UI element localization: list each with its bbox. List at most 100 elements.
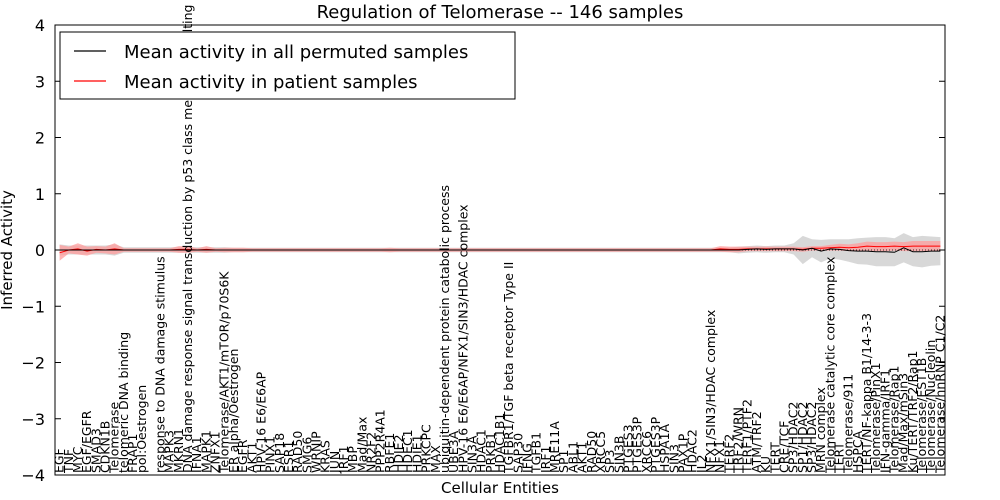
entity-label: SIN3 bbox=[666, 444, 681, 473]
entity-label: MAX bbox=[428, 445, 443, 473]
entity-label: Mad/Max bbox=[354, 417, 369, 473]
entity-label: pol:Oestrogen bbox=[134, 385, 149, 473]
entity-label: RBFE1 bbox=[382, 433, 397, 473]
entity-label: Telomerase/PinX1 bbox=[868, 362, 883, 474]
entity-label: HDEC1 bbox=[400, 429, 415, 473]
entity-label: IL2 bbox=[694, 454, 709, 473]
entity-label: SP3/HDAC2 bbox=[786, 402, 801, 473]
legend-label-permuted: Mean activity in all permuted samples bbox=[124, 42, 468, 63]
entity-label: Telomerase/EST1B bbox=[914, 358, 929, 474]
entity-label: Telomerase catalytic core complex bbox=[822, 257, 837, 474]
plot-frame bbox=[54, 24, 946, 476]
entity-label: HDAC1B1 bbox=[492, 413, 507, 473]
entity-label: XRCC6 bbox=[639, 431, 654, 473]
entity-label: ubiquitin-dependent protein catabolic pr… bbox=[437, 185, 452, 473]
entity-label: AKT1 bbox=[575, 442, 590, 473]
entity-label: SMAD3 bbox=[88, 428, 103, 473]
entity-label: PRKCPC bbox=[419, 424, 434, 473]
entity-label: IFNA1 bbox=[189, 436, 204, 473]
entity-label: SMG6 bbox=[299, 437, 314, 473]
chart-title: Regulation of Telomerase -- 146 samples bbox=[317, 2, 684, 23]
entity-label: DNA damage response signal transduction … bbox=[180, 0, 195, 473]
entity-label: TRF2/WRN bbox=[731, 407, 746, 474]
entity-label: SP3/HDAC2 bbox=[804, 402, 819, 473]
entity-label: HDAC2 bbox=[685, 429, 700, 473]
entity-label: ER alpha/Oestrogen bbox=[226, 349, 241, 473]
entity-label: HSPA1A bbox=[657, 423, 672, 473]
entity-label: HDIE2 bbox=[391, 434, 406, 473]
entity-label: TERF1/PTF2 bbox=[740, 399, 755, 474]
entity-label: SP1/HDAC2 bbox=[795, 402, 810, 473]
entity-label: IRF1 bbox=[538, 446, 553, 474]
entity-label: PRKB1 bbox=[483, 432, 498, 473]
y-axis-title: Inferred Activity bbox=[0, 190, 16, 310]
entity-label: NR2F2 bbox=[364, 432, 379, 473]
entity-label: MYC bbox=[70, 446, 85, 473]
entity-label: Mad/Max/mSin3 bbox=[896, 373, 911, 473]
entity-label: UBE3A bbox=[446, 430, 461, 473]
entity-label: IFNG bbox=[520, 443, 535, 473]
entity-label: ZNFX1 bbox=[208, 431, 223, 473]
entity-label: RAD50 bbox=[290, 431, 305, 473]
entity-label: HSPCA bbox=[850, 430, 865, 473]
entity-label: TERT bbox=[832, 442, 847, 474]
entity-label: Telomerase/Nucleolin bbox=[923, 340, 938, 474]
y-tick-label: 1 bbox=[35, 185, 45, 204]
y-tick-label: −3 bbox=[21, 410, 45, 429]
entity-label: IRF1 bbox=[336, 445, 351, 473]
y-tick-label: −2 bbox=[21, 354, 45, 373]
entity-label: Ku/TERT/TRF2/Rap1 bbox=[905, 351, 920, 474]
y-tick-label: −4 bbox=[21, 466, 45, 485]
y-tick-label: 2 bbox=[35, 129, 45, 148]
y-tick-label: 0 bbox=[35, 241, 45, 260]
entity-label: SAP18 bbox=[272, 433, 287, 473]
entity-label: ABL1 bbox=[565, 441, 580, 473]
entity-label: HPV-16 E6/E6AP bbox=[253, 371, 268, 473]
entity-label: HPV-16 E6/E6AP/NFX1/SIN3/HDAC complex bbox=[455, 204, 470, 473]
entity-label: MKRN1 bbox=[171, 428, 186, 473]
entity-label: HDAC1 bbox=[474, 429, 489, 473]
entity-label: KRAS bbox=[318, 440, 333, 473]
entity-label: SP3 bbox=[602, 450, 617, 473]
entity-label: SAP30 bbox=[510, 433, 525, 473]
entity-label: Telomerase/Rap1 bbox=[887, 366, 902, 474]
entity-label: ESR1 bbox=[281, 441, 296, 473]
y-tick-label: 4 bbox=[35, 16, 45, 35]
entity-label: MAPK3 bbox=[162, 430, 177, 473]
entity-label: XRCC5 bbox=[593, 431, 608, 473]
entity-label: JUN bbox=[327, 451, 342, 474]
entity-label: AKT1 bbox=[244, 442, 259, 473]
entity-label: Telomerase bbox=[107, 401, 122, 474]
entity-label: PTGES3P bbox=[630, 416, 645, 473]
entity-label: WRNIP bbox=[309, 431, 324, 473]
entity-label: MAPK1 bbox=[198, 430, 213, 473]
entity-label: PPP2R4A1 bbox=[373, 409, 388, 473]
entity-label: TGFBR1/TGF beta receptor Type II bbox=[501, 262, 516, 474]
entity-label: KU bbox=[758, 456, 773, 473]
entity-label: SIN3A bbox=[465, 435, 480, 473]
entity-label: MRN complex bbox=[813, 387, 828, 473]
entity-label: SIN3B bbox=[611, 436, 626, 474]
entity-label: TERT/NF-kappa B1/14-3-3 bbox=[859, 313, 874, 474]
entity-label: response to DNA damage stimulus bbox=[153, 256, 168, 473]
entity-label: TERT bbox=[767, 442, 782, 474]
entity-label: TERF2 bbox=[721, 434, 736, 474]
legend-label-patient: Mean activity in patient samples bbox=[124, 72, 418, 93]
x-axis-title: Cellular Entities bbox=[441, 479, 559, 497]
entity-label: Telomerase/hnRNP C1/C2 bbox=[932, 315, 947, 474]
y-tick-label: 3 bbox=[35, 72, 45, 91]
entity-label: telomeric DNA binding bbox=[116, 332, 131, 473]
entity-label: IFN-gamma/IRF1 bbox=[877, 369, 892, 473]
entity-label: FRAP1 bbox=[125, 434, 140, 473]
entity-label: TNF bbox=[61, 449, 76, 474]
y-axis-ticks: −4 −3 −2 −1 0 1 2 3 4 bbox=[21, 16, 945, 485]
x-tick-labels: EGFTNFMYCEGF/EGFRSMAD3CDKN1BTelomerasete… bbox=[52, 0, 948, 474]
entity-label: NFX1/SIN3/HDAC complex bbox=[703, 310, 718, 473]
entity-label: PTGES3 bbox=[621, 424, 636, 473]
entity-label: MRE11A bbox=[547, 421, 562, 473]
entity-label: PAX1P bbox=[676, 433, 691, 473]
legend: Mean activity in all permuted samples Me… bbox=[59, 31, 516, 100]
entity-label: Telomerase/AKT1/mTOR/p70S6K bbox=[217, 271, 232, 474]
entity-label: CDKN1B bbox=[98, 421, 113, 473]
